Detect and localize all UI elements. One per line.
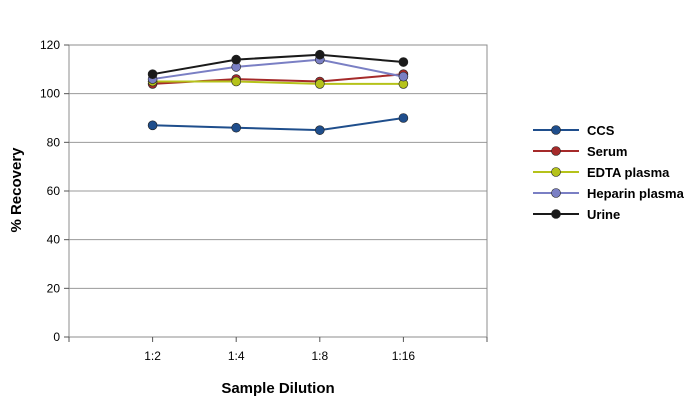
- legend-marker: [551, 209, 561, 219]
- x-axis-title: Sample Dilution: [221, 380, 334, 397]
- legend-item: Heparin plasma: [533, 186, 685, 201]
- legend-label: EDTA plasma: [587, 165, 670, 180]
- legend-label: CCS: [587, 123, 615, 138]
- series-line: [152, 53, 404, 76]
- data-point: [231, 122, 241, 133]
- data-point: [147, 69, 158, 79]
- data-point: [314, 125, 325, 135]
- series-line: [152, 117, 404, 132]
- x-tick-label: 1:16: [392, 349, 416, 363]
- y-tick-label: 100: [40, 87, 60, 101]
- legend-marker: [551, 146, 561, 156]
- legend-label: Heparin plasma: [587, 186, 685, 201]
- data-point: [398, 57, 409, 67]
- data-point: [147, 120, 158, 131]
- x-axis-ticks: 1:2 1:4 1:8 1:16: [68, 337, 488, 363]
- data-point: [314, 49, 325, 60]
- series-line: [152, 58, 404, 81]
- series-urine: [147, 49, 409, 79]
- y-axis-title: % Recovery: [8, 147, 25, 233]
- x-tick-label: 1:4: [228, 349, 245, 363]
- legend-item: Urine: [533, 207, 620, 222]
- data-point: [398, 71, 409, 82]
- series-ccs: [147, 113, 409, 135]
- legend-marker: [551, 125, 561, 135]
- y-tick-label: 60: [47, 184, 61, 198]
- y-tick-label: 120: [40, 38, 60, 52]
- series-layer: [147, 49, 409, 135]
- y-tick-label: 40: [47, 233, 61, 247]
- y-tick-label: 0: [53, 330, 60, 344]
- x-tick-label: 1:2: [144, 349, 161, 363]
- legend-item: EDTA plasma: [533, 165, 670, 180]
- legend-marker: [551, 188, 561, 198]
- data-point: [314, 79, 325, 89]
- series-line: [152, 80, 404, 85]
- legend-marker: [551, 167, 561, 177]
- legend-label: Serum: [587, 144, 627, 159]
- y-axis-ticks: 0 20 40 60 80 100 120: [40, 38, 69, 344]
- legend-item: Serum: [533, 144, 627, 159]
- gridlines: [69, 93, 487, 289]
- legend: CCS Serum EDTA plasma Heparin plasma Urine: [533, 123, 685, 222]
- data-point: [231, 54, 241, 65]
- data-point: [398, 113, 409, 123]
- series-serum: [147, 69, 409, 89]
- y-tick-label: 20: [47, 281, 61, 295]
- legend-label: Urine: [587, 207, 620, 222]
- legend-item: CCS: [533, 123, 615, 138]
- data-point: [231, 76, 241, 87]
- x-tick-label: 1:8: [311, 349, 328, 363]
- y-tick-label: 80: [47, 135, 61, 149]
